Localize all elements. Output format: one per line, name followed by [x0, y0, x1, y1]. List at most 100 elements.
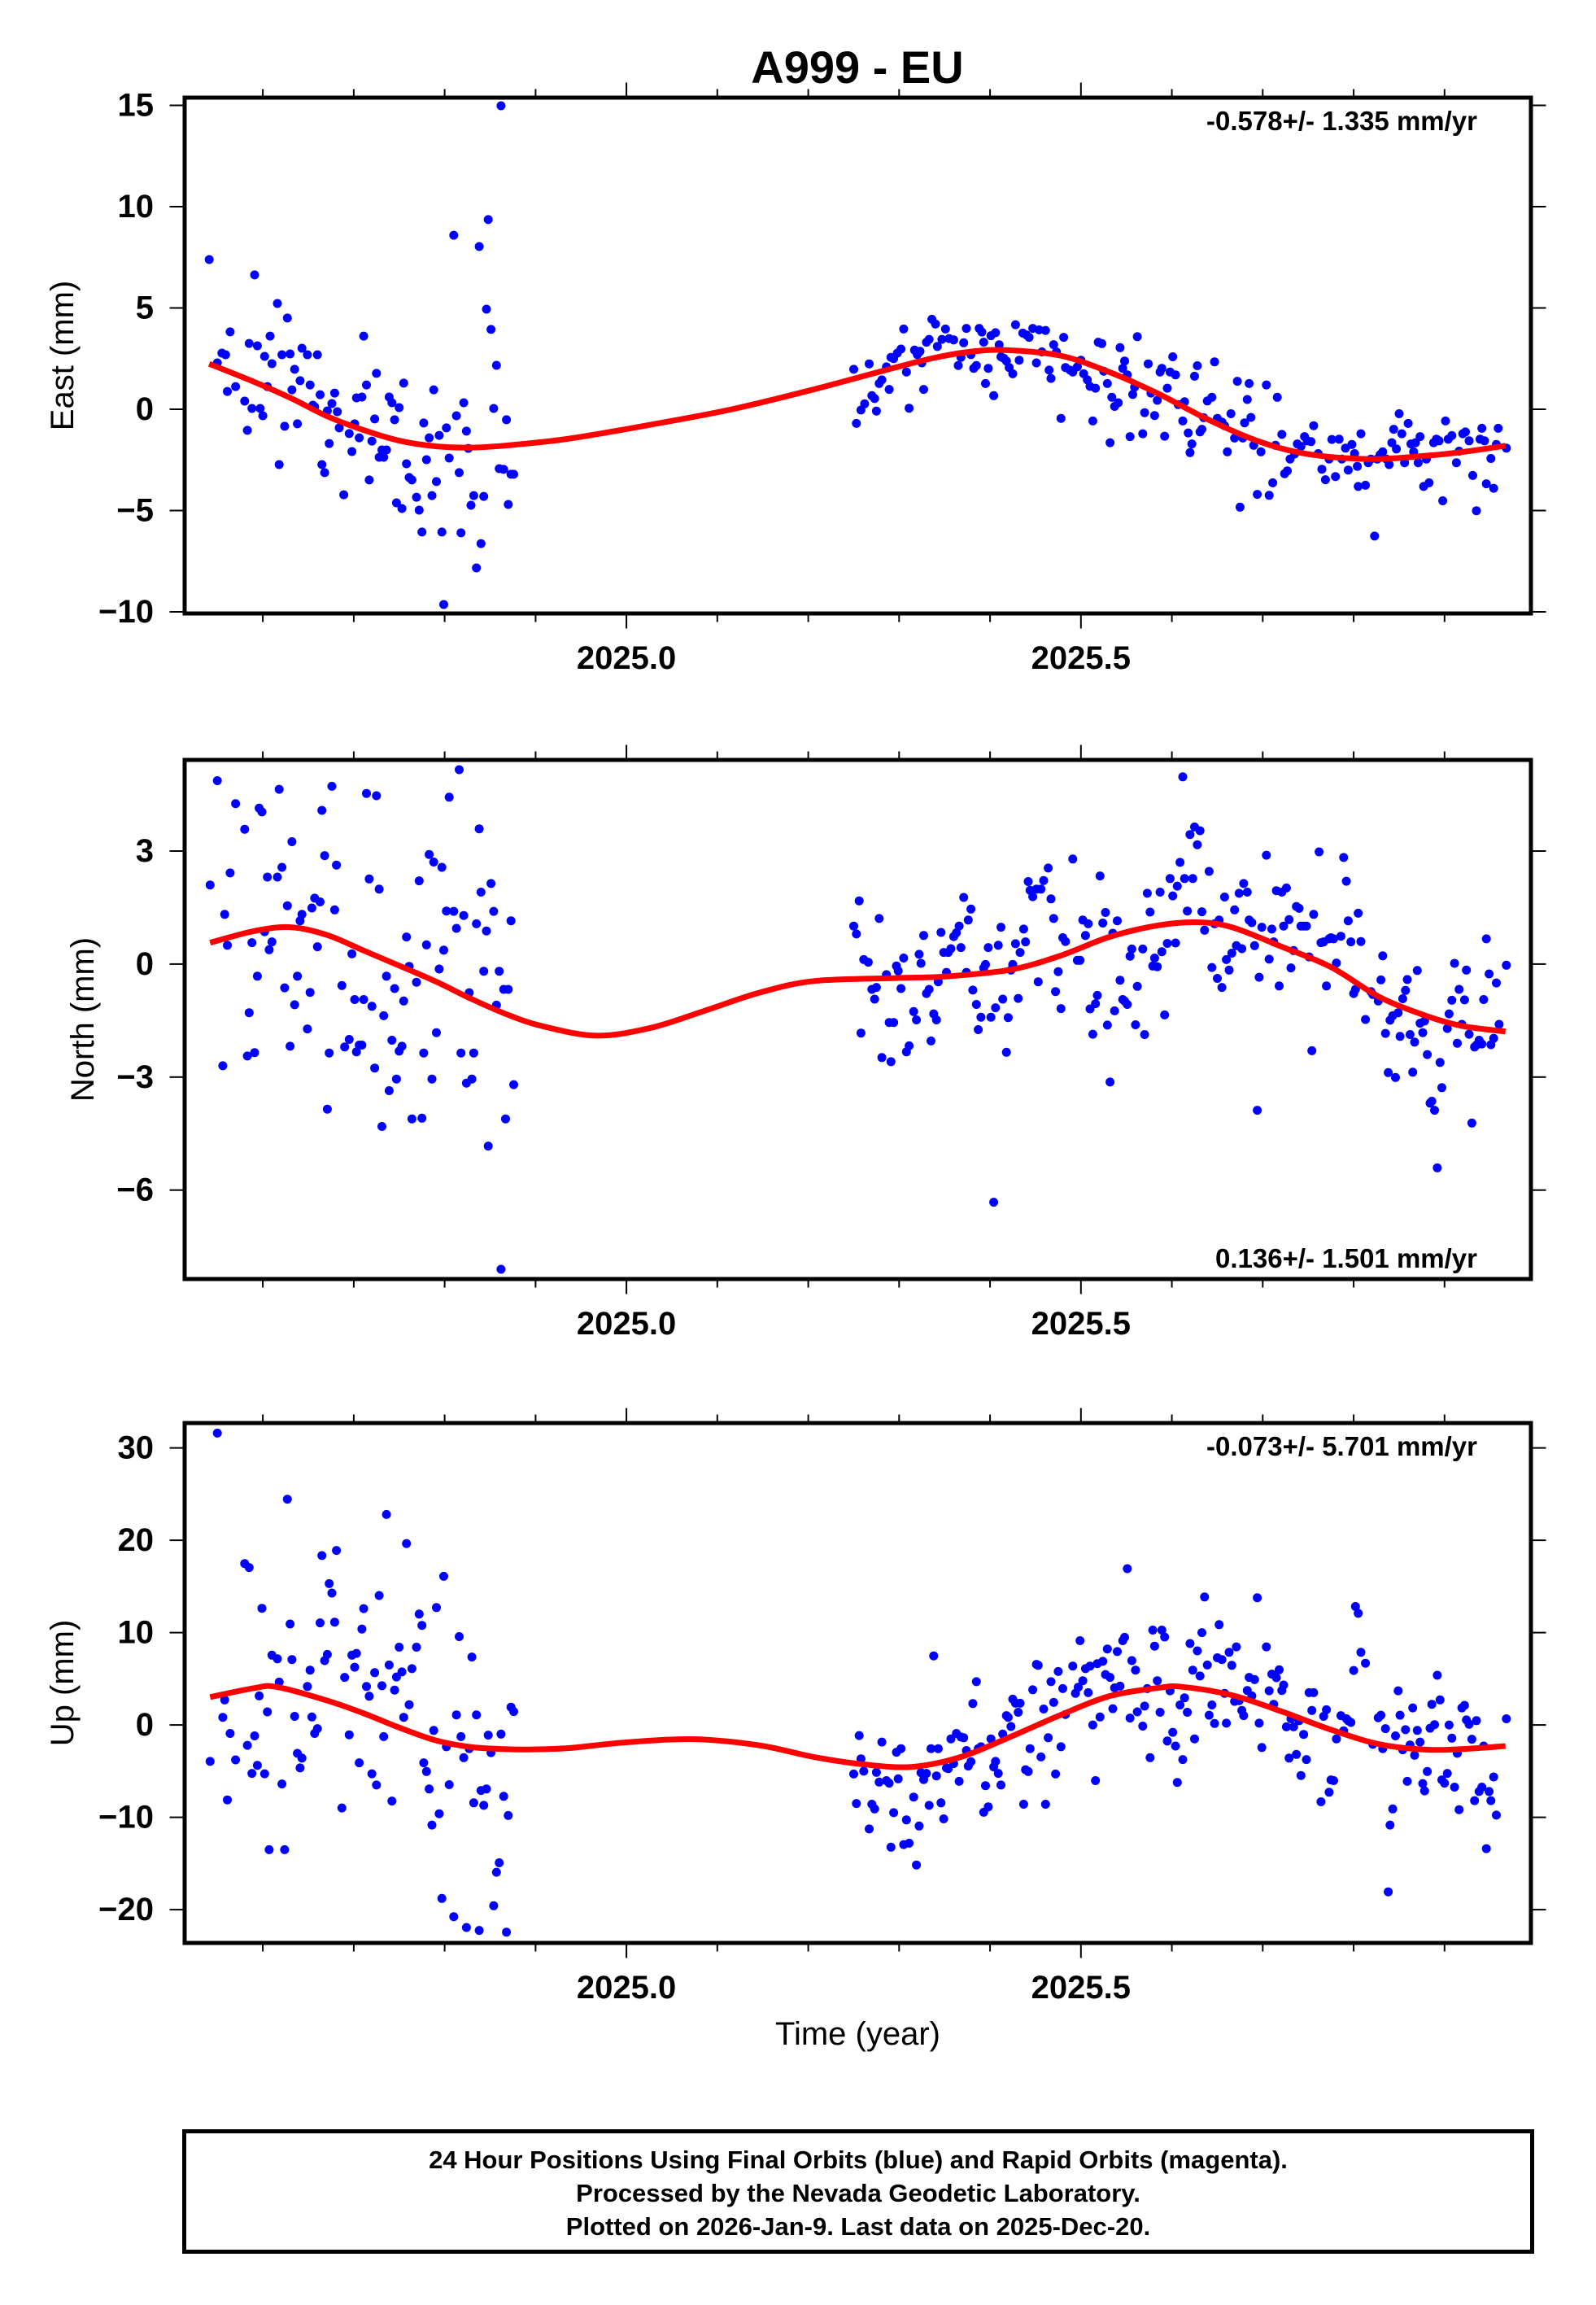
data-point [1434, 436, 1444, 446]
data-point [374, 884, 384, 894]
data-point [1262, 380, 1271, 390]
data-point [1210, 357, 1219, 367]
data-point [996, 923, 1005, 932]
data-point [968, 985, 978, 995]
data-point [1336, 932, 1345, 941]
data-point [479, 1801, 489, 1810]
data-point [467, 1652, 477, 1662]
data-point [896, 1744, 906, 1753]
data-point [204, 255, 214, 264]
data-point [1051, 987, 1061, 997]
data-point [242, 1051, 252, 1061]
data-point [1347, 439, 1357, 449]
data-point [357, 1624, 367, 1634]
footer-box: 24 Hour Positions Using Final Orbits (bl… [182, 2129, 1534, 2254]
x-tick-label: 2025.0 [577, 640, 676, 676]
data-point [1322, 981, 1332, 991]
data-point [244, 338, 254, 348]
data-point [402, 932, 412, 942]
data-point [274, 460, 284, 469]
x-ticks-north [262, 744, 1446, 1294]
data-point [859, 1766, 869, 1776]
data-point [1384, 1067, 1393, 1077]
data-point [1193, 840, 1202, 849]
data-point [996, 1780, 1005, 1790]
data-point [504, 1810, 513, 1820]
data-point [399, 996, 408, 1006]
data-point [427, 491, 437, 500]
plot-frame-east [182, 95, 1533, 616]
data-point [1249, 941, 1259, 950]
data-point [1128, 390, 1137, 399]
data-point [1245, 378, 1254, 388]
data-point [1138, 429, 1148, 439]
data-point [274, 784, 284, 794]
data-point [889, 1018, 899, 1028]
data-point [252, 341, 262, 351]
data-point [456, 1048, 466, 1058]
data-point [449, 906, 459, 916]
data-point [333, 407, 342, 417]
data-point [1153, 1676, 1162, 1686]
data-point [1155, 1708, 1165, 1717]
data-point [1253, 1593, 1262, 1603]
data-point [1235, 502, 1245, 512]
data-point [316, 897, 325, 906]
data-point [461, 1923, 471, 1932]
data-point [334, 423, 344, 433]
data-point [1281, 883, 1291, 893]
data-point [1240, 418, 1249, 428]
data-point [1222, 954, 1232, 964]
data-point [1275, 1665, 1284, 1674]
data-point [1464, 1719, 1474, 1729]
data-point [849, 921, 858, 931]
data-point [889, 1808, 899, 1818]
data-point [1401, 985, 1411, 995]
data-point [496, 101, 506, 111]
data-point [486, 879, 496, 888]
y-axis-title: North (mm) [65, 937, 101, 1102]
data-point [287, 1655, 297, 1665]
data-point [499, 1792, 508, 1801]
data-point [364, 874, 374, 884]
data-point [429, 385, 438, 395]
data-point [329, 905, 339, 915]
data-point [1193, 1646, 1202, 1656]
y-tick-label: −20 [98, 1892, 154, 1927]
data-point [332, 1546, 342, 1556]
data-point [205, 1757, 215, 1766]
data-point [402, 1539, 412, 1548]
data-point [412, 492, 421, 502]
data-point [340, 1673, 350, 1683]
data-point [1162, 1736, 1172, 1746]
data-point [1477, 1783, 1487, 1792]
data-point [1309, 421, 1319, 430]
data-point [929, 1651, 939, 1661]
data-point [307, 1712, 316, 1722]
data-point [1132, 981, 1142, 991]
data-point [350, 995, 360, 1004]
data-point [1451, 458, 1461, 468]
data-point [963, 915, 973, 925]
data-point [1018, 1800, 1028, 1809]
y-tick-label: 3 [136, 833, 154, 869]
data-point [1334, 434, 1344, 444]
data-point [437, 527, 447, 537]
x-tick-label: 2025.5 [1031, 640, 1131, 676]
data-point [1435, 1695, 1445, 1705]
data-point [439, 1571, 448, 1581]
data-point [865, 359, 874, 369]
data-point [1039, 1705, 1049, 1713]
data-point [1346, 1718, 1356, 1727]
data-point [442, 423, 451, 433]
data-point [244, 1008, 254, 1018]
data-point [1149, 1641, 1159, 1651]
data-point [295, 1763, 305, 1773]
data-point [384, 1660, 394, 1670]
y-tick-label: 0 [136, 1707, 154, 1743]
data-point [1051, 1769, 1061, 1779]
data-point [1102, 1020, 1112, 1030]
data-point [1056, 413, 1066, 423]
data-point [1435, 1058, 1445, 1067]
